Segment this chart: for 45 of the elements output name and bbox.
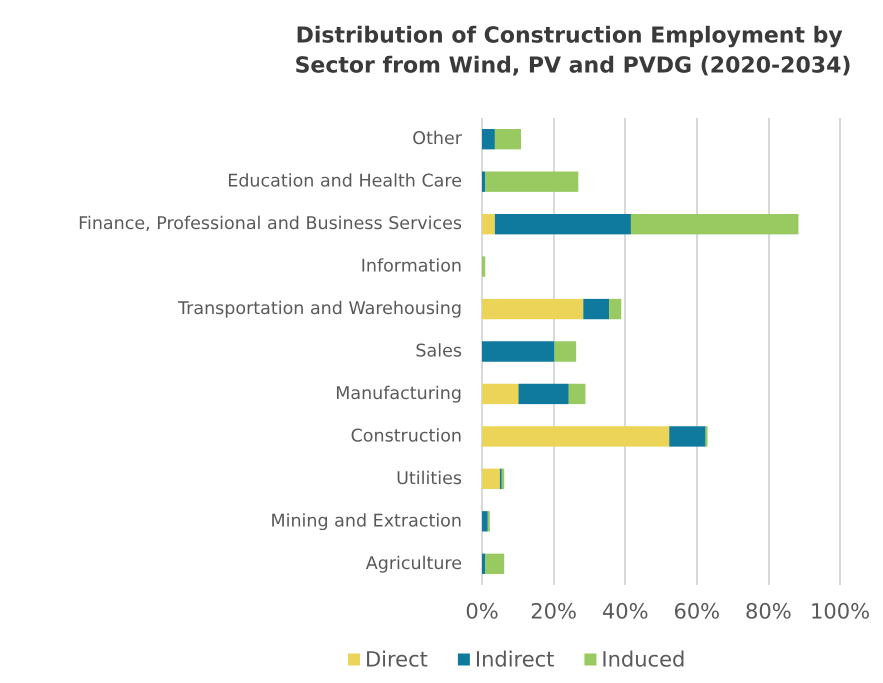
bar [485, 554, 504, 574]
bar [705, 426, 708, 447]
y-tick-label: Transportation and Warehousing [177, 299, 462, 320]
y-tick-label: Information [360, 256, 462, 277]
y-tick-label: Agriculture [366, 554, 462, 574]
bar [482, 171, 486, 192]
x-tick-label: 0% [465, 600, 499, 624]
y-tick-label: Utilities [396, 468, 462, 489]
bar [494, 129, 522, 150]
bar [494, 214, 631, 234]
y-tick-label: Mining and Extraction [270, 511, 462, 532]
bar [568, 384, 586, 404]
legend-label: Indirect [474, 648, 554, 672]
y-tick-label: Construction [350, 426, 462, 446]
chart-title: Distribution of Construction Employment by Sector from Wind, PV and PVDG (2020-2034) [294, 24, 852, 78]
bar [482, 554, 486, 574]
bar [482, 384, 519, 404]
bar [518, 384, 569, 404]
x-tick-label: 40% [602, 600, 649, 624]
legend-label: Induced [601, 648, 686, 672]
y-tick-label: Other [412, 129, 463, 150]
bar [482, 426, 670, 447]
bar [482, 341, 554, 362]
bar [482, 214, 495, 234]
bar [502, 468, 504, 490]
x-tick-label: 80% [745, 600, 792, 624]
y-tick-label: Finance, Professional and Business Services [78, 214, 462, 234]
bar [583, 298, 610, 320]
bar [482, 129, 495, 150]
bar [609, 298, 622, 320]
x-tick-label: 20% [530, 600, 577, 624]
bar [669, 426, 706, 447]
bar [482, 511, 488, 532]
y-tick-label: Sales [415, 342, 462, 362]
x-tick-label: 60% [673, 600, 720, 624]
y-tick-label: Education and Health Care [227, 172, 462, 192]
bar [485, 171, 578, 192]
y-tick-label: Manufacturing [335, 384, 462, 404]
bar [482, 298, 584, 320]
x-tick-label: 100% [810, 600, 870, 624]
bar [482, 256, 486, 277]
bar [630, 214, 798, 234]
bar [482, 468, 500, 490]
bar [554, 341, 576, 362]
legend-label: Direct [365, 648, 428, 672]
